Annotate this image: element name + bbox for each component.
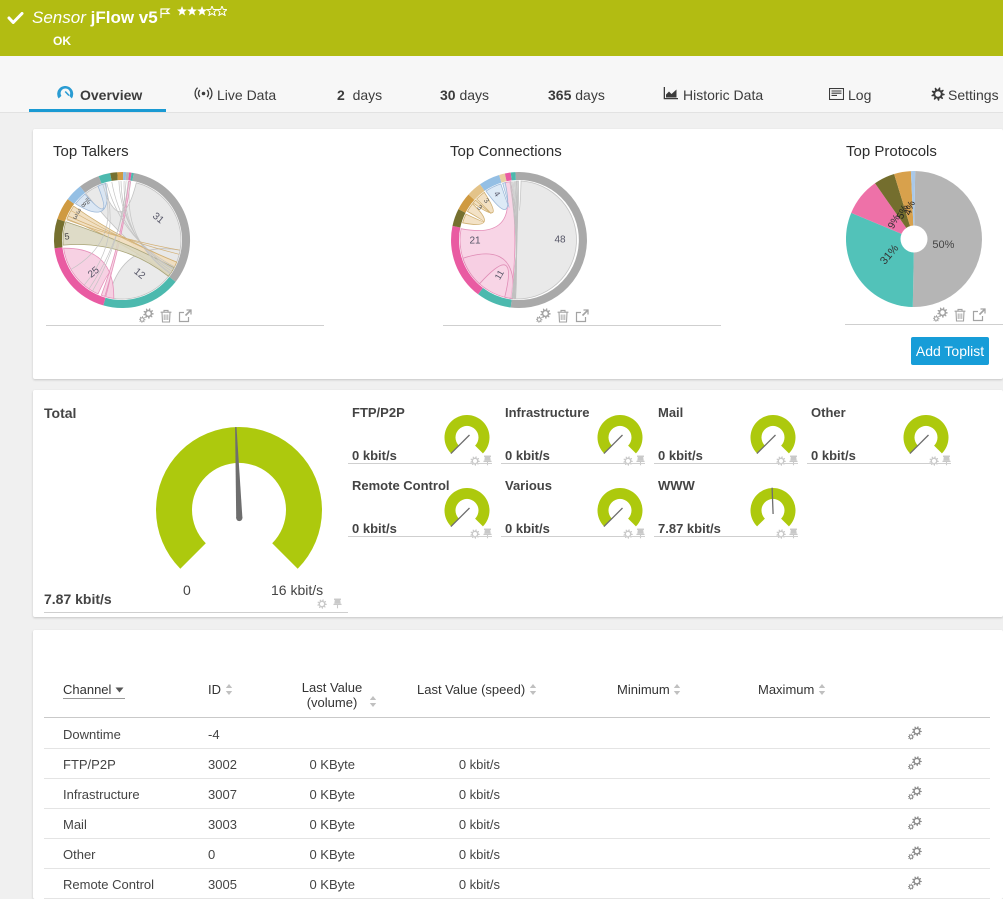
svg-text:4%: 4% [903, 199, 918, 216]
svg-text:8: 8 [79, 202, 87, 210]
svg-text:3: 3 [75, 208, 82, 216]
svg-text:3: 3 [482, 197, 490, 205]
svg-text:48: 48 [554, 235, 566, 246]
svg-text:3: 3 [475, 204, 483, 212]
svg-text:21: 21 [469, 235, 481, 246]
svg-text:11: 11 [493, 268, 506, 281]
svg-text:4: 4 [492, 190, 502, 199]
svg-text:3: 3 [72, 214, 79, 222]
svg-text:%: % [82, 197, 91, 206]
svg-text:5: 5 [64, 231, 70, 242]
svg-text:50%: 50% [932, 239, 954, 251]
